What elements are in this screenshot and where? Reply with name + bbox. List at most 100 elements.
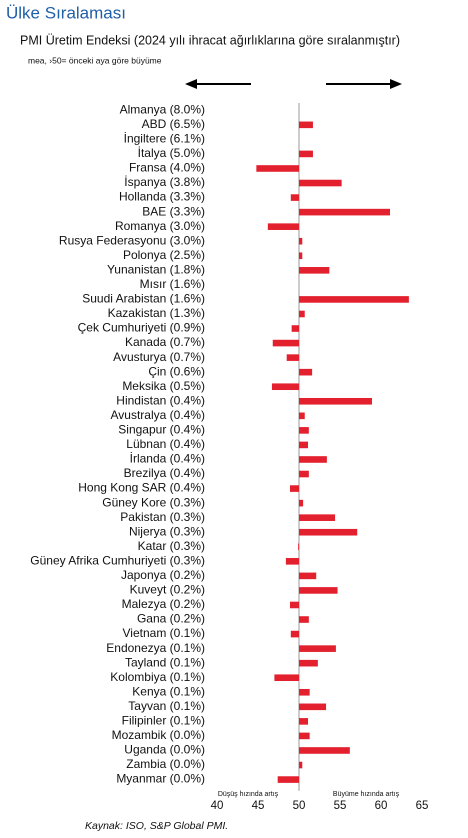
y-tick-label: Tayvan (0.1%) — [128, 699, 205, 713]
bar — [299, 121, 313, 129]
bar — [299, 397, 372, 405]
y-tick-label: Fransa (4.0%) — [129, 161, 205, 175]
bar — [299, 703, 327, 711]
y-tick-label: Gana (0.2%) — [137, 612, 205, 626]
y-tick-label: İtalya (5.0%) — [138, 146, 205, 160]
y-tick-label: Kuveyt (0.2%) — [130, 583, 205, 597]
bar — [299, 310, 305, 318]
y-tick-label: Tayland (0.1%) — [125, 655, 205, 669]
bar — [299, 659, 318, 667]
bar — [299, 761, 303, 769]
bar — [299, 252, 303, 260]
y-tick-label: Myanmar (0.0%) — [116, 772, 205, 786]
y-tick-label: Kolombiya (0.1%) — [110, 670, 205, 684]
bar — [274, 674, 299, 682]
bar — [299, 237, 303, 245]
y-tick-label: Avustralya (0.4%) — [111, 408, 205, 422]
bar — [299, 427, 309, 434]
x-tick-label: 55 — [334, 800, 347, 812]
left-label: Düşüş hızında artış — [218, 791, 279, 798]
bar — [299, 499, 304, 507]
bar — [299, 572, 317, 580]
y-tick-label: Malezya (0.2%) — [122, 597, 205, 611]
y-tick-label: Vietnam (0.1%) — [123, 626, 205, 640]
bar — [290, 194, 299, 201]
y-tick-label: Hong Kong SAR (0.4%) — [78, 481, 205, 495]
y-tick-label: Filipinler (0.1%) — [122, 714, 205, 728]
y-tick-label: Kazakistan (1.3%) — [108, 306, 205, 320]
bar — [299, 267, 330, 274]
y-tick-label: Brezilya (0.4%) — [124, 466, 205, 480]
bar — [299, 296, 409, 303]
bar — [291, 325, 299, 332]
bar — [289, 601, 299, 609]
note: mea, ›50= önceki aya göre büyüme — [28, 55, 162, 65]
bar — [272, 339, 299, 347]
bar — [271, 383, 299, 391]
x-tick-label: 65 — [416, 800, 429, 812]
y-tick-label: İngiltere (6.1%) — [124, 132, 205, 146]
subtitle: PMI Üretim Endeksi (2024 yılı ihracat ağ… — [20, 33, 400, 47]
right-label: Büyüme hızında artış — [333, 791, 400, 798]
y-tick-label: Almanya (8.0%) — [120, 102, 205, 116]
bar — [298, 543, 299, 551]
bar — [290, 630, 299, 638]
bar — [256, 165, 299, 172]
bar — [299, 616, 309, 623]
bar — [286, 354, 299, 361]
y-tick-label: Avusturya (0.7%) — [113, 350, 205, 364]
bar — [299, 747, 350, 754]
y-tick-label: Güney Afrika Cumhuriyeti (0.3%) — [30, 553, 205, 567]
bar — [299, 470, 309, 478]
y-tick-label: İspanya (3.8%) — [124, 175, 205, 189]
y-tick-label: Mozambik (0.0%) — [112, 728, 205, 742]
bar — [299, 441, 309, 449]
y-tick-label: Uganda (0.0%) — [124, 743, 205, 757]
y-tick-label: Rusya Federasyonu (3.0%) — [59, 233, 205, 247]
y-tick-label: Romanya (3.0%) — [115, 219, 205, 233]
bar — [299, 645, 336, 652]
bar — [299, 208, 391, 216]
y-tick-label: Mısır (1.6%) — [140, 277, 205, 291]
bar — [299, 456, 327, 463]
y-tick-label: Çek Cumhuriyeti (0.9%) — [78, 321, 205, 335]
bar — [299, 688, 310, 696]
bar — [285, 558, 299, 565]
y-tick-label: Hindistan (0.4%) — [116, 393, 205, 407]
y-tick-label: Zambia (0.0%) — [126, 757, 205, 771]
y-tick-label: Endonezya (0.1%) — [106, 641, 205, 655]
bar — [277, 776, 299, 783]
y-tick-label: Hollanda (3.3%) — [119, 190, 205, 204]
y-tick-label: Polonya (2.5%) — [123, 248, 205, 262]
y-tick-label: İrlanda (0.4%) — [130, 452, 205, 466]
y-tick-label: Kenya (0.1%) — [132, 684, 205, 698]
bar — [299, 514, 336, 521]
y-tick-label: Lübnan (0.4%) — [126, 437, 205, 451]
y-tick-label: Meksika (0.5%) — [122, 379, 205, 393]
arrows — [185, 79, 402, 89]
bar — [299, 150, 313, 158]
y-tick-label: Yunanistan (1.8%) — [107, 262, 205, 276]
y-tick-label: Nijerya (0.3%) — [129, 524, 205, 538]
y-tick-label: Suudi Arabistan (1.6%) — [82, 292, 205, 306]
y-tick-label: BAE (3.3%) — [142, 204, 205, 218]
y-tick-label: Singapur (0.4%) — [118, 423, 205, 437]
bar — [289, 485, 299, 492]
y-tick-label: Japonya (0.2%) — [121, 568, 205, 582]
source: Kaynak: ISO, S&P Global PMI. — [85, 820, 228, 832]
x-tick-label: 40 — [211, 800, 224, 812]
bar — [299, 732, 310, 740]
bar — [299, 179, 342, 187]
x-tick-label: 50 — [293, 800, 306, 812]
bar — [267, 223, 299, 230]
bar — [299, 528, 358, 536]
bar — [299, 412, 305, 420]
y-tick-label: Katar (0.3%) — [138, 539, 205, 553]
x-tick-label: 45 — [252, 800, 265, 812]
bar — [299, 587, 338, 594]
chart-title: Ülke Sıralaması — [6, 3, 126, 22]
y-tick-label: Kanada (0.7%) — [125, 335, 205, 349]
bar — [299, 718, 309, 725]
bar — [299, 368, 313, 376]
